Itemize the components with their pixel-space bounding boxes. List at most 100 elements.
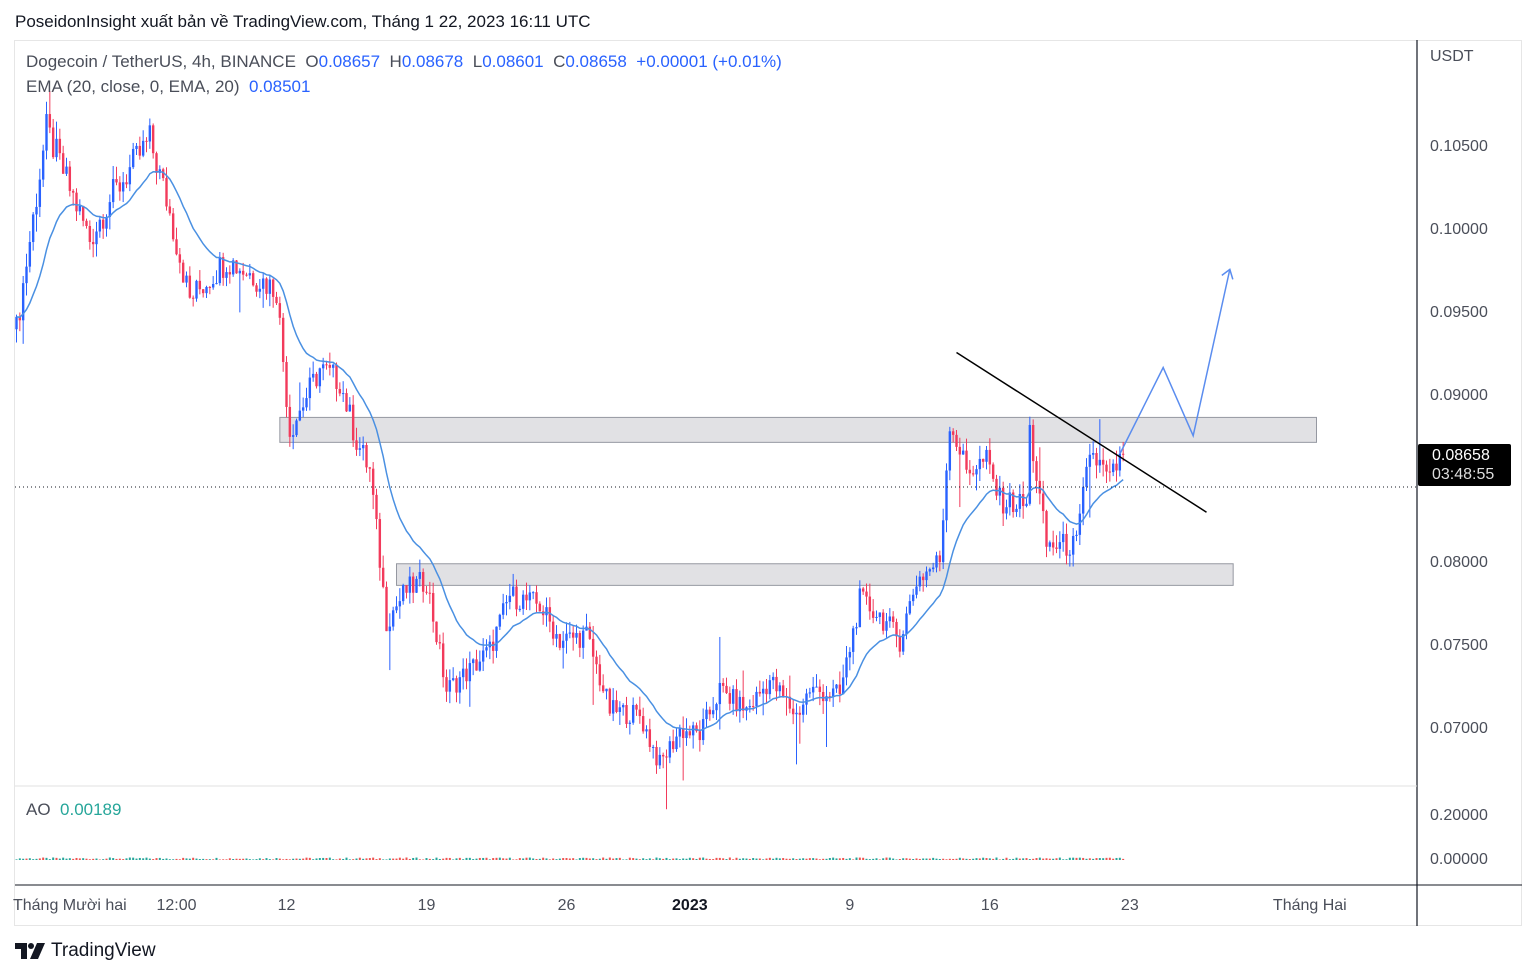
candle-body: [588, 626, 592, 639]
ao-bar: [368, 858, 371, 860]
candle: [338, 382, 342, 397]
candle: [355, 427, 358, 456]
ao-bar: [968, 859, 971, 860]
candle: [145, 137, 148, 153]
ao-bar: [628, 857, 631, 860]
ao-bar: [1038, 857, 1041, 860]
candle: [895, 618, 898, 648]
candle-body: [868, 596, 872, 612]
candle: [458, 671, 462, 704]
candle: [485, 639, 488, 658]
candle-body: [145, 140, 148, 142]
tradingview-logo[interactable]: TradingView: [15, 940, 156, 962]
candle-body: [98, 219, 102, 232]
candle: [1115, 450, 1118, 482]
ao-bar: [688, 857, 691, 860]
ao-bar: [48, 859, 51, 860]
candle-body: [201, 289, 205, 294]
candle-body: [595, 656, 598, 665]
ao-bar: [202, 858, 205, 860]
candle: [375, 488, 378, 530]
ao-bar: [1035, 858, 1038, 860]
ao-bar: [252, 859, 255, 860]
ao-bar: [55, 857, 58, 860]
candle: [38, 168, 42, 218]
candle-body: [238, 270, 242, 274]
high-label: H: [389, 52, 402, 71]
ao-bar: [215, 857, 218, 860]
ema-legend: EMA (20, close, 0, EMA, 20) 0.08501: [26, 77, 310, 97]
ao-bar: [845, 858, 848, 860]
ao-bar: [668, 859, 671, 860]
candle: [265, 277, 268, 300]
candle-body: [478, 661, 482, 671]
candle-body: [138, 145, 142, 156]
candle-body: [825, 696, 828, 702]
candle: [441, 632, 445, 688]
candle: [51, 118, 55, 159]
ao-bar: [988, 858, 991, 860]
candle: [1111, 459, 1115, 477]
candle-body: [835, 684, 838, 689]
candle-body: [1021, 494, 1025, 507]
candle: [785, 687, 788, 716]
candle-body: [961, 450, 965, 455]
ao-bar: [125, 858, 128, 860]
candle: [65, 157, 68, 176]
candle: [638, 696, 642, 724]
ao-bar: [1045, 858, 1048, 860]
candle-body: [305, 398, 308, 408]
candle-body: [731, 689, 735, 704]
ao-bar: [175, 858, 178, 860]
candle-body: [285, 362, 288, 407]
ao-bar: [152, 859, 155, 860]
candle-body: [471, 659, 475, 664]
candle-body: [325, 364, 328, 366]
candle-body: [591, 638, 595, 657]
ao-bar: [165, 858, 168, 860]
candle: [255, 282, 258, 297]
candle-body: [668, 741, 672, 758]
ao-bar: [322, 857, 325, 860]
ema-label[interactable]: EMA (20, close, 0, EMA, 20): [26, 77, 240, 96]
candle: [298, 382, 302, 422]
candle: [308, 367, 312, 411]
candle-body: [118, 182, 122, 192]
candle-body: [1048, 542, 1052, 547]
ao-bar: [652, 859, 655, 860]
ao-bar: [685, 858, 688, 860]
candle: [178, 247, 182, 274]
candle-body: [185, 275, 188, 283]
candle: [708, 706, 712, 721]
candle: [991, 462, 995, 482]
candle-body: [528, 592, 532, 601]
ao-bar: [342, 858, 345, 860]
candle-body: [775, 676, 778, 692]
candle: [541, 605, 545, 625]
ao-bar: [518, 858, 521, 860]
candle: [975, 465, 978, 491]
candle: [518, 605, 522, 612]
ao-label[interactable]: AO: [26, 800, 51, 819]
candle-body: [998, 487, 1002, 496]
candle: [835, 684, 838, 693]
candle-body: [638, 709, 642, 717]
ao-bar: [1028, 859, 1031, 860]
ao-bar: [838, 858, 841, 860]
ao-bar: [262, 859, 265, 860]
ao-bar: [1002, 858, 1005, 860]
ao-bar: [382, 859, 385, 860]
ao-bar: [358, 857, 361, 860]
ao-bar: [242, 858, 245, 860]
candle: [118, 176, 122, 201]
candle-body: [445, 677, 448, 692]
candle: [915, 575, 918, 599]
symbol-title[interactable]: Dogecoin / TetherUS, 4h, BINANCE: [26, 52, 296, 71]
trendline: [956, 351, 1207, 513]
ao-bar: [228, 858, 231, 860]
ao-bar: [925, 858, 928, 860]
ao-bar: [475, 858, 478, 860]
candle-body: [991, 464, 995, 479]
candle-body: [271, 279, 275, 297]
